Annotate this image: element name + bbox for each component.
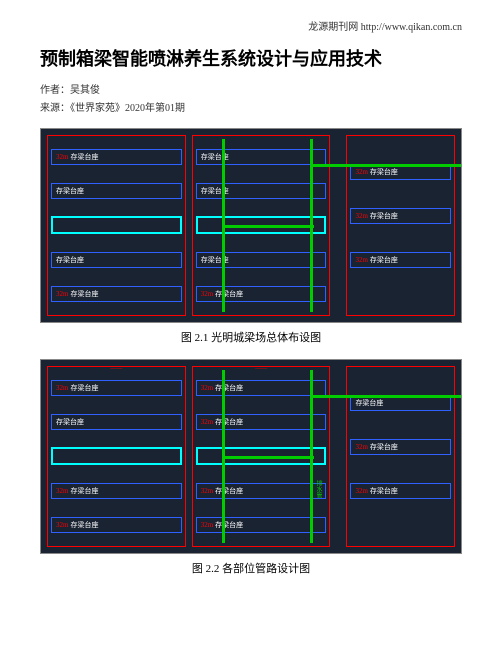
pipe-h [222, 225, 314, 228]
page-title: 预制箱梁智能喷淋养生系统设计与应用技术 [40, 45, 462, 71]
row-box: 32m存梁台座 [51, 149, 182, 165]
row-box-wide [51, 447, 182, 465]
row-box: 存梁台座 [51, 252, 182, 268]
row-box: 32m存梁台座 [51, 517, 182, 533]
pipe-h [222, 456, 314, 459]
row-box: 存梁台座 [51, 414, 182, 430]
figure-caption-1: 图 2.1 光明城梁场总体布设图 [40, 329, 462, 345]
pipe-h [310, 164, 461, 167]
row-box: 32m存梁台座 [196, 517, 327, 533]
row-box: 存梁台座 [51, 183, 182, 199]
pipe-top-label: —— [110, 366, 122, 372]
row-box: 32m存梁台座 [196, 414, 327, 430]
figure-caption-2: 图 2.2 各部位管路设计图 [40, 560, 462, 576]
row-box: 32m存梁台座 [350, 483, 451, 499]
zone-left: —— 32m存梁台座 存梁台座 32m存梁台座 32m存梁台座 [47, 366, 186, 547]
row-box: 32m存梁台座 [51, 380, 182, 396]
zone-left: 32m存梁台座 存梁台座 存梁台座 32m存梁台座 [47, 135, 186, 316]
row-box: 存梁台座 [196, 149, 327, 165]
pipe-h [310, 395, 461, 398]
pipe-label: 排水管 [314, 480, 323, 498]
diagram-2: —— 32m存梁台座 存梁台座 32m存梁台座 32m存梁台座 —— 32m存梁… [40, 359, 462, 554]
row-box: 存梁台座 [196, 252, 327, 268]
row-box: 32m存梁台座 [196, 380, 327, 396]
zone-right: 32m存梁台座 32m存梁台座 32m存梁台座 [346, 135, 455, 316]
author-line: 作者：吴其俊 [40, 81, 462, 96]
row-box: 32m存梁台座 [51, 286, 182, 302]
source-line: 来源：《世界家苑》2020年第01期 [40, 99, 462, 114]
diagram-1: 32m存梁台座 存梁台座 存梁台座 32m存梁台座 存梁台座 存梁台座 存梁台座… [40, 128, 462, 323]
row-box: 存梁台座 [196, 183, 327, 199]
pipe-top-label: —— [255, 366, 267, 372]
row-box-wide [51, 216, 182, 234]
figure-1: 32m存梁台座 存梁台座 存梁台座 32m存梁台座 存梁台座 存梁台座 存梁台座… [40, 128, 462, 345]
zone-right: 存梁台座 32m存梁台座 32m存梁台座 [346, 366, 455, 547]
figure-2: —— 32m存梁台座 存梁台座 32m存梁台座 32m存梁台座 —— 32m存梁… [40, 359, 462, 576]
header-link: 龙源期刊网 http://www.qikan.com.cn [40, 18, 462, 33]
row-box: 32m存梁台座 [350, 252, 451, 268]
row-box: 32m存梁台座 [196, 483, 327, 499]
row-box: 32m存梁台座 [51, 483, 182, 499]
row-box: 32m存梁台座 [350, 208, 451, 224]
row-box: 32m存梁台座 [196, 286, 327, 302]
row-box: 32m存梁台座 [350, 439, 451, 455]
